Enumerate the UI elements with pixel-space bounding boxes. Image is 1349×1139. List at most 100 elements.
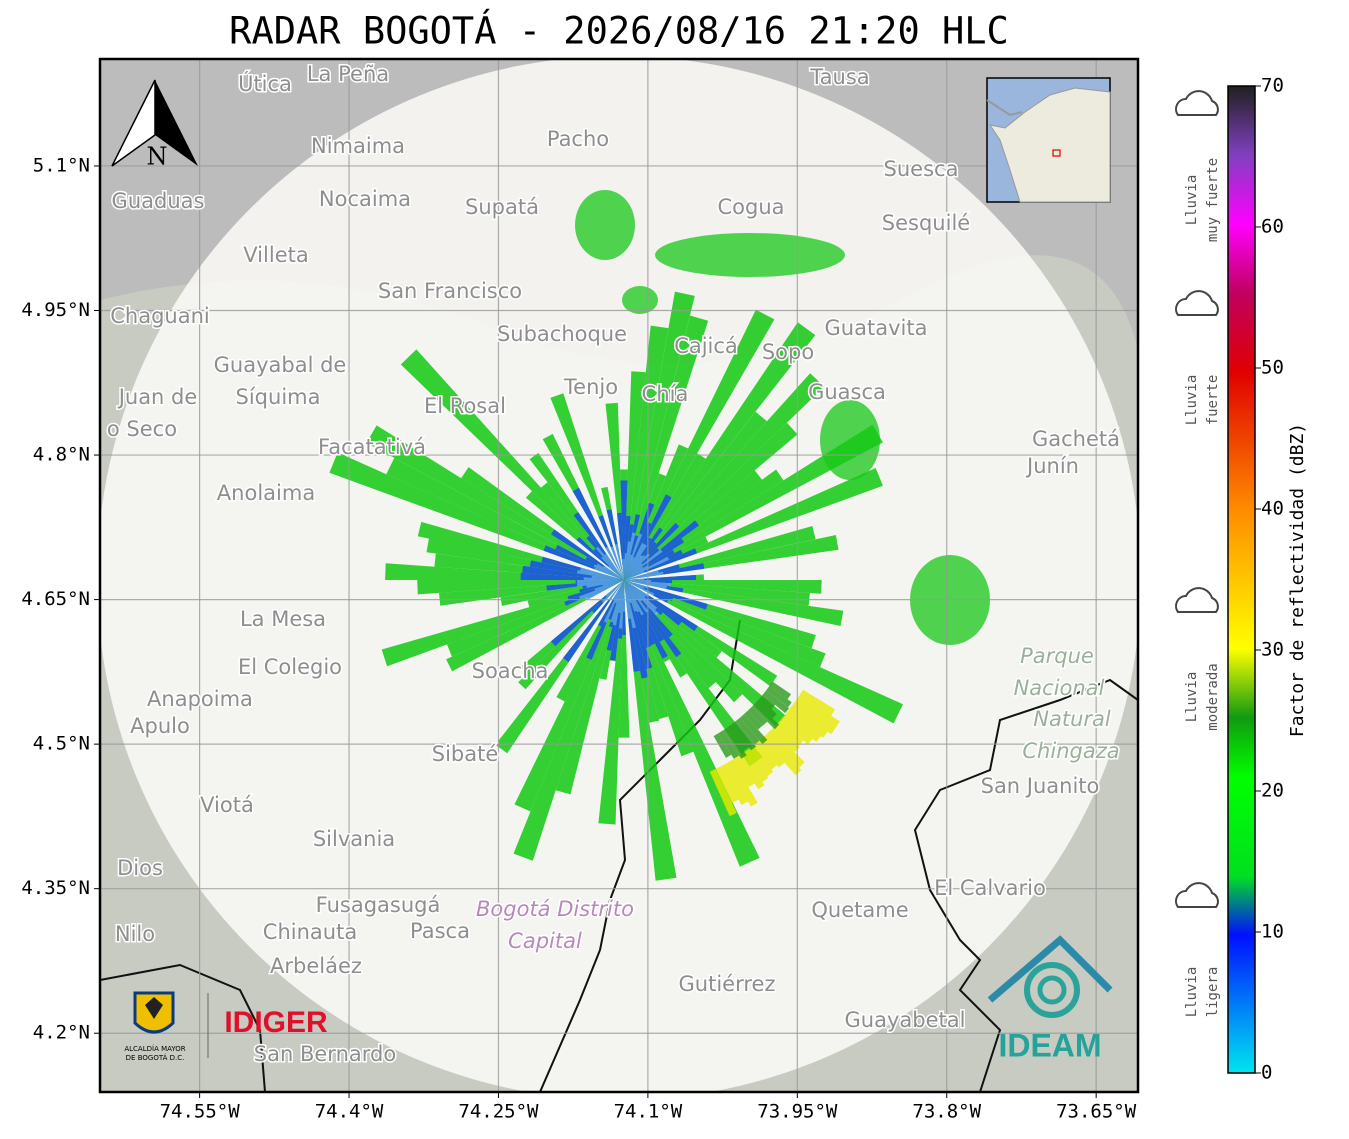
echo bbox=[610, 580, 624, 623]
place-label: Juan de bbox=[117, 385, 198, 409]
border bbox=[913, 678, 1138, 1092]
place-label: Guatavita bbox=[825, 316, 928, 340]
echo bbox=[752, 741, 777, 770]
echo bbox=[624, 554, 633, 580]
echo bbox=[618, 580, 630, 738]
x-tick-label: 74.1°W bbox=[614, 1101, 683, 1123]
x-tick-label: 73.95°W bbox=[757, 1101, 838, 1123]
colorbar-tick-label: 0 bbox=[1261, 1062, 1272, 1084]
echo bbox=[759, 694, 776, 710]
echo bbox=[731, 721, 757, 751]
echo bbox=[624, 580, 822, 594]
echo bbox=[799, 689, 836, 716]
place-label: Villeta bbox=[243, 243, 308, 267]
rain-level-label: moderada bbox=[1205, 663, 1221, 730]
echo bbox=[624, 325, 669, 580]
place-label: Sopo bbox=[762, 340, 814, 364]
place-label: Fusagasugá bbox=[316, 893, 441, 917]
echo bbox=[579, 580, 624, 600]
rain-icon bbox=[1175, 290, 1219, 316]
echo bbox=[792, 700, 836, 735]
place-label: Arbeláez bbox=[270, 954, 362, 978]
place-label: Guasca bbox=[808, 380, 886, 404]
echo bbox=[551, 580, 624, 647]
place-label: Nocaima bbox=[319, 187, 411, 211]
echo bbox=[614, 580, 624, 604]
echo bbox=[583, 577, 624, 580]
colorbar-tick-label: 20 bbox=[1261, 780, 1284, 802]
north-arrow bbox=[155, 80, 198, 166]
echo bbox=[767, 729, 805, 768]
rain-level-label: Lluvia bbox=[1184, 375, 1200, 426]
echo bbox=[602, 580, 624, 587]
rain-levels: Lluvia muy fuerte Lluvia fuerte Lluvia modera… bbox=[1175, 90, 1221, 1018]
place-label: Chía bbox=[642, 382, 689, 406]
place-label: Apulo bbox=[130, 714, 190, 738]
colorbar-label: Factor de reflectividad (dBZ) bbox=[1287, 423, 1308, 737]
y-tick-label: 4.2°N bbox=[33, 1022, 90, 1044]
echo bbox=[624, 515, 631, 580]
echo bbox=[762, 690, 790, 714]
echo bbox=[624, 557, 635, 580]
echo bbox=[713, 733, 732, 758]
echo bbox=[446, 580, 624, 672]
title: RADAR BOGOTÁ - 2026/08/16 21:20 HLC bbox=[229, 9, 1009, 53]
echo bbox=[624, 556, 670, 580]
echo bbox=[624, 580, 659, 616]
echo bbox=[513, 580, 624, 861]
radar-echoes bbox=[329, 190, 990, 881]
echo bbox=[776, 720, 804, 746]
colorbar-tick-label: 30 bbox=[1261, 639, 1284, 661]
echo bbox=[624, 533, 643, 580]
place-label: El Rosal bbox=[424, 394, 506, 418]
echo bbox=[601, 580, 624, 603]
colorbar-tick-label: 10 bbox=[1261, 921, 1284, 943]
echo bbox=[624, 580, 645, 589]
echo bbox=[624, 580, 649, 597]
echo bbox=[624, 553, 650, 580]
echo bbox=[610, 546, 624, 580]
place-label: Silvania bbox=[313, 827, 395, 851]
echo bbox=[752, 702, 780, 730]
rain-level-label: Lluvia bbox=[1184, 967, 1200, 1018]
echo bbox=[784, 710, 821, 742]
echo bbox=[577, 570, 624, 580]
echo bbox=[624, 580, 643, 602]
place-label: Gutiérrez bbox=[679, 972, 776, 996]
place-label: Sesquilé bbox=[882, 211, 970, 235]
echo bbox=[591, 575, 624, 580]
place-label: San Francisco bbox=[378, 279, 522, 303]
echo bbox=[624, 580, 644, 616]
rain-icon bbox=[1175, 882, 1219, 908]
echo bbox=[366, 425, 624, 580]
inset-map bbox=[986, 77, 1111, 203]
place-label: Quetame bbox=[811, 898, 908, 922]
colorbar-tick-label: 40 bbox=[1261, 498, 1284, 520]
echo bbox=[788, 705, 828, 738]
echo bbox=[596, 563, 624, 580]
place-label: Síquima bbox=[236, 385, 321, 409]
north-label: N bbox=[147, 143, 168, 171]
echo bbox=[595, 546, 624, 580]
echo bbox=[820, 400, 880, 480]
echo bbox=[624, 571, 645, 580]
logo-text: IDIGER bbox=[224, 1006, 328, 1039]
echo bbox=[757, 737, 785, 768]
place-labels: Útica La Peña Tausa Pacho Nimaima Guaduas Noca… bbox=[105, 61, 1121, 1068]
place-label: Bogotá Distrito bbox=[476, 897, 634, 921]
echo bbox=[624, 553, 627, 580]
place-label: Cogua bbox=[717, 195, 784, 219]
echo bbox=[417, 580, 624, 595]
place-label: San Juanito bbox=[981, 774, 1100, 798]
place-label: Nilo bbox=[115, 922, 155, 946]
echo bbox=[624, 570, 659, 580]
place-label: El Colegio bbox=[238, 655, 342, 679]
echo bbox=[624, 571, 664, 580]
x-tick-label: 74.25°W bbox=[458, 1101, 539, 1123]
echo bbox=[624, 544, 648, 580]
place-label: Capital bbox=[508, 929, 582, 953]
echo bbox=[613, 580, 624, 599]
place-label: Subachoque bbox=[497, 322, 627, 346]
echo bbox=[740, 714, 768, 745]
place-label: Pacho bbox=[547, 127, 609, 151]
